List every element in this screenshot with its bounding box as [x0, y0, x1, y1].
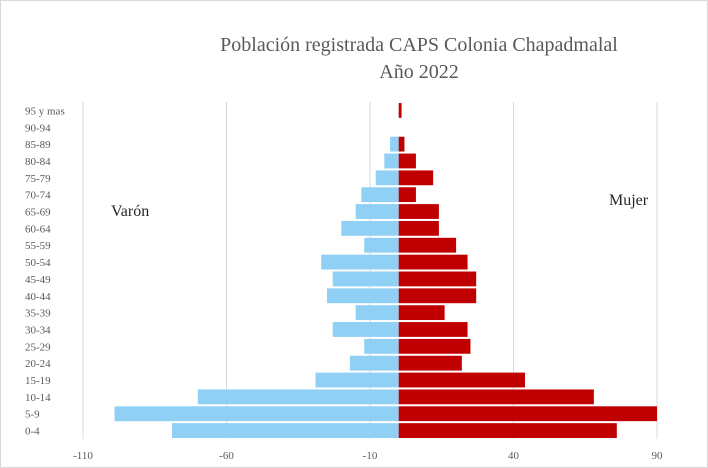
y-tick-label: 85-89	[25, 139, 51, 151]
bar-mujer-75-79	[398, 170, 434, 186]
bar-mujer-0-4	[398, 423, 617, 438]
y-tick-label: 90-94	[25, 122, 51, 134]
bar-mujer-10-14	[398, 389, 594, 405]
y-tick-label: 70-74	[25, 190, 51, 202]
bar-mujer-30-34	[398, 322, 468, 337]
bar-varon-25-29	[364, 338, 399, 354]
bar-mujer-20-24	[398, 355, 462, 371]
y-tick-label: 0-4	[25, 426, 40, 438]
x-tick-label: -110	[73, 450, 93, 462]
y-tick-label: 5-9	[25, 409, 40, 421]
y-tick-label: 15-19	[25, 375, 51, 387]
x-tick-labels: -110 -60 -10 40 90	[73, 450, 663, 462]
bars-layer	[114, 103, 657, 438]
y-tick-labels: 0-4 5-9 10-14 15-19 20-24 25-29 30-34 35-39 40-4…	[25, 105, 65, 437]
bar-varon-45-49	[332, 271, 399, 287]
y-tick-label: 30-34	[25, 324, 51, 336]
y-tick-label: 60-64	[25, 223, 51, 235]
bar-varon-30-34	[332, 322, 399, 337]
bar-mujer-15-19	[398, 372, 525, 388]
y-tick-label: 45-49	[25, 274, 51, 286]
y-tick-label: 25-29	[25, 341, 51, 353]
x-tick-label: -60	[219, 450, 234, 462]
y-tick-label: 20-24	[25, 358, 51, 370]
bar-mujer-55-59	[398, 237, 457, 253]
y-tick-label: 75-79	[25, 173, 51, 185]
bar-varon-75-79	[375, 170, 399, 186]
bar-mujer-25-29	[398, 338, 471, 354]
bar-varon-0-4	[171, 423, 399, 438]
bar-varon-10-14	[197, 389, 399, 405]
bar-mujer-95-y-mas	[398, 103, 402, 118]
bar-mujer-50-54	[398, 254, 468, 270]
bar-varon-70-74	[361, 187, 399, 203]
bar-varon-35-39	[355, 305, 399, 321]
bar-mujer-80-84	[398, 153, 416, 169]
bar-mujer-70-74	[398, 187, 416, 203]
x-tick-label: 40	[508, 450, 520, 462]
y-tick-label: 40-44	[25, 291, 51, 303]
bar-mujer-5-9	[398, 406, 657, 422]
chart-title: Población registrada CAPS Colonia Chapad…	[220, 34, 618, 56]
y-tick-label: 55-59	[25, 240, 51, 252]
x-tick-label: 90	[652, 450, 664, 462]
y-tick-label: 50-54	[25, 257, 51, 269]
bar-varon-50-54	[321, 254, 399, 270]
bar-varon-15-19	[315, 372, 399, 388]
x-tick-label: -10	[363, 450, 378, 462]
y-tick-label: 95 y mas	[25, 105, 65, 117]
bar-mujer-35-39	[398, 305, 445, 321]
series-label-varon: Varón	[111, 203, 149, 220]
bar-mujer-65-69	[398, 204, 439, 219]
bar-varon-20-24	[349, 355, 399, 371]
bar-varon-60-64	[341, 220, 399, 236]
chart-subtitle: Año 2022	[379, 61, 458, 83]
bar-varon-55-59	[364, 237, 399, 253]
bar-varon-5-9	[114, 406, 399, 422]
grid-layer	[82, 102, 658, 439]
bar-mujer-45-49	[398, 271, 477, 287]
bar-varon-80-84	[384, 153, 399, 169]
bar-varon-65-69	[355, 204, 399, 219]
bar-varon-40-44	[326, 288, 399, 304]
bar-mujer-40-44	[398, 288, 477, 304]
y-tick-label: 65-69	[25, 207, 51, 219]
y-tick-label: 10-14	[25, 392, 51, 404]
y-tick-label: 35-39	[25, 308, 51, 320]
bar-varon-85-89	[390, 136, 399, 152]
bar-mujer-85-89	[398, 136, 405, 152]
series-label-mujer: Mujer	[609, 192, 649, 209]
y-tick-label: 80-84	[25, 156, 51, 168]
bar-mujer-60-64	[398, 220, 439, 236]
